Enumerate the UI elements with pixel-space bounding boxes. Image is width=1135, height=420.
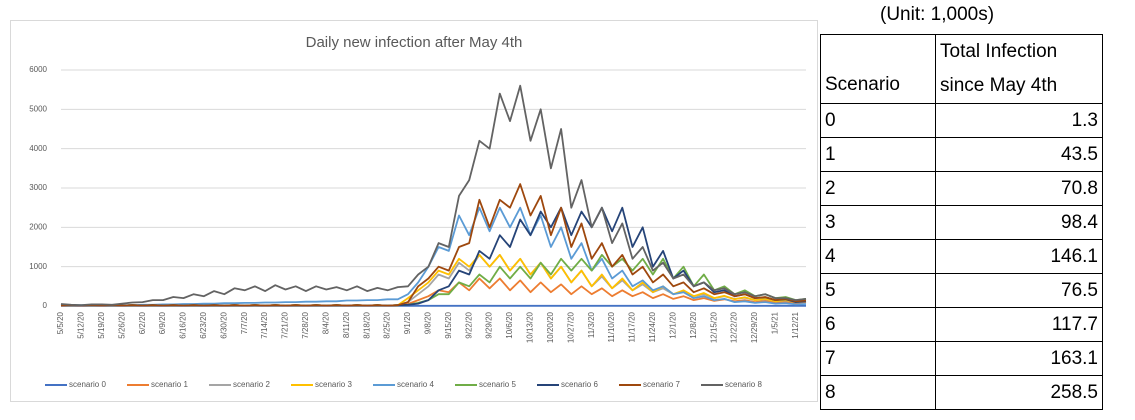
x-tick-label: 11/3/20 <box>587 311 596 338</box>
x-tick-label: 11/10/20 <box>607 311 616 342</box>
x-tick-label: 6/16/20 <box>179 311 188 338</box>
x-tick-label: 9/29/20 <box>485 311 494 338</box>
x-tick-label: 12/29/20 <box>750 311 759 343</box>
legend-label: scenario 4 <box>397 380 434 389</box>
table-cell: 3 <box>820 205 936 240</box>
y-tick-label: 3000 <box>29 183 47 192</box>
table-cell: 98.4 <box>935 205 1103 240</box>
legend-label: scenario 6 <box>561 380 598 389</box>
x-tick-label: 6/2/20 <box>138 311 147 334</box>
x-tick-label: 10/6/20 <box>505 311 514 338</box>
x-tick-label: 6/23/20 <box>199 311 208 338</box>
x-tick-label: 7/7/20 <box>240 311 249 334</box>
y-tick-label: 1000 <box>29 262 47 271</box>
x-tick-label: 10/13/20 <box>526 311 535 343</box>
table-cell: 146.1 <box>935 239 1103 274</box>
table-cell: 8 <box>820 375 936 410</box>
x-tick-label: 9/1/20 <box>403 311 412 334</box>
x-tick-label: 5/5/20 <box>56 311 65 334</box>
y-tick-label: 0 <box>43 301 48 310</box>
y-tick-label: 2000 <box>29 222 47 231</box>
table-cell: 0 <box>820 103 936 138</box>
x-tick-label: 9/22/20 <box>464 311 473 338</box>
table-row: 8 258.5 <box>820 375 1103 410</box>
x-tick-label: 10/27/20 <box>566 311 575 343</box>
legend-label: scenario 7 <box>643 380 680 389</box>
table-row: 4 146.1 <box>820 239 1103 274</box>
x-tick-label: 5/26/20 <box>117 311 126 338</box>
table-row: 2 70.8 <box>820 171 1103 206</box>
x-tick-label: 8/4/20 <box>321 311 330 334</box>
y-tick-label: 6000 <box>29 65 47 74</box>
legend-label: scenario 0 <box>69 380 106 389</box>
x-tick-label: 1/12/21 <box>791 311 800 338</box>
header-row: Scenario Total Infection since May 4th <box>820 34 1103 104</box>
x-tick-label: 1/5/21 <box>770 311 779 334</box>
table: Scenario Total Infection since May 4th 0… <box>820 34 1103 410</box>
x-tick-label: 12/22/20 <box>730 311 739 343</box>
table-row: 5 76.5 <box>820 273 1103 308</box>
table-cell: 4 <box>820 239 936 274</box>
y-tick-label: 5000 <box>29 104 47 113</box>
table-row: 1 43.5 <box>820 137 1103 172</box>
table-cell: 7 <box>820 341 936 376</box>
table-cell: 70.8 <box>935 171 1103 206</box>
x-tick-label: 11/24/20 <box>648 311 657 342</box>
x-tick-label: 9/15/20 <box>444 311 453 338</box>
table-row: 0 1.3 <box>820 103 1103 138</box>
x-tick-label: 12/8/20 <box>689 311 698 338</box>
x-tick-label: 5/12/20 <box>77 311 86 338</box>
x-tick-label: 8/11/20 <box>342 311 351 338</box>
x-tick-label: 12/15/20 <box>709 311 718 343</box>
table-caption: (Unit: 1,000s) <box>880 4 995 25</box>
legend-label: scenario 1 <box>151 380 188 389</box>
table-cell: 1 <box>820 137 936 172</box>
series-line <box>60 84 807 307</box>
legend-label: scenario 8 <box>725 380 762 389</box>
x-tick-label: 7/21/20 <box>281 311 290 338</box>
x-tick-label: 7/28/20 <box>301 311 310 338</box>
table-cell: 1.3 <box>935 103 1103 138</box>
header-cell: Total Infection since May 4th <box>935 34 1103 104</box>
legend-label: scenario 2 <box>233 380 270 389</box>
legend-label: scenario 5 <box>479 380 516 389</box>
x-tick-label: 11/17/20 <box>628 311 637 342</box>
x-tick-label: 10/20/20 <box>546 311 555 343</box>
x-tick-label: 7/14/20 <box>260 311 269 338</box>
x-tick-label: 6/30/20 <box>219 311 228 338</box>
header-cell: Scenario <box>820 34 936 104</box>
table-cell: 76.5 <box>935 273 1103 308</box>
chart: Daily new infection after May 4th 0 1000 2… <box>10 20 818 402</box>
table-cell: 5 <box>820 273 936 308</box>
chart-title: Daily new infection after May 4th <box>306 34 523 51</box>
table-row: 3 98.4 <box>820 205 1103 240</box>
table-cell: 2 <box>820 171 936 206</box>
x-tick-label: 5/19/20 <box>97 311 106 338</box>
table-cell: 6 <box>820 307 936 342</box>
x-tick-label: 12/1/20 <box>668 311 677 338</box>
legend-label: scenario 3 <box>315 380 352 389</box>
table-row: 6 117.7 <box>820 307 1103 342</box>
table-cell: 258.5 <box>935 375 1103 410</box>
table-cell: 117.7 <box>935 307 1103 342</box>
table-cell: 43.5 <box>935 137 1103 172</box>
table-cell: 163.1 <box>935 341 1103 376</box>
x-tick-label: 8/25/20 <box>383 311 392 338</box>
x-tick-label: 8/18/20 <box>362 311 371 338</box>
y-tick-label: 4000 <box>29 144 47 153</box>
x-tick-label: 9/8/20 <box>424 311 433 334</box>
series-line <box>60 183 807 307</box>
x-tick-label: 6/9/20 <box>158 311 167 334</box>
table-row: 7 163.1 <box>820 341 1103 376</box>
